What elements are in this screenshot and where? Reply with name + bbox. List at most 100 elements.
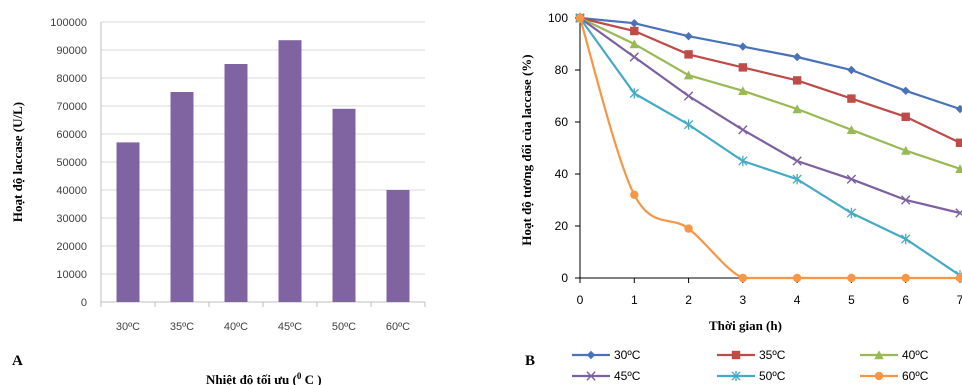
series-line [579, 16, 961, 144]
data-point [684, 224, 693, 233]
data-point [901, 273, 910, 283]
x-tick-label: 60ºC [386, 321, 410, 333]
y-gridlines [100, 21, 425, 303]
legend-label: 30ºC [614, 348, 641, 362]
data-point [792, 174, 802, 185]
data-point [792, 104, 802, 114]
x-tick-labels: 0 1 2 3 4 5 6 7 [577, 278, 962, 307]
x-tick-label: 5 [848, 293, 855, 307]
data-point [792, 156, 802, 166]
data-point [901, 145, 911, 155]
legend-item: 45ºC [572, 369, 641, 383]
series-line [578, 17, 960, 280]
legend-swatch-marker [731, 350, 741, 360]
series-line [579, 17, 961, 170]
bar [278, 40, 302, 302]
data-point [738, 125, 748, 135]
data-point [846, 207, 857, 219]
data-point [792, 76, 802, 85]
data-point [738, 86, 748, 95]
series-60ºC [575, 13, 962, 283]
legend-item: 30ºC [572, 348, 641, 362]
data-point [901, 195, 911, 205]
x-tick-label: 1 [631, 293, 638, 307]
data-point [738, 63, 748, 72]
x-axis-title: Thời gian (h) [709, 318, 782, 333]
legend-swatch-marker [874, 371, 884, 381]
x-tick-label: 2 [685, 293, 692, 307]
data-point [629, 52, 639, 62]
y-tick-label: 20000 [56, 241, 87, 253]
legend-swatch-marker [731, 370, 741, 382]
data-point [955, 208, 962, 218]
y-tick-label: 80 [555, 63, 569, 77]
data-point [847, 94, 856, 103]
x-tick-label: 45ºC [278, 321, 302, 333]
data-point [847, 273, 856, 283]
y-tick-label: 30000 [56, 213, 87, 225]
panel-label-b: B [525, 353, 535, 369]
series-line [579, 16, 961, 111]
y-tick-label: 50000 [56, 157, 87, 169]
legend-label: 35ºC [759, 348, 786, 362]
y-axis-title: Hoạt độ tương đối của laccase (%) [519, 54, 534, 245]
data-point [683, 91, 694, 101]
y-tick-label: 100000 [50, 17, 87, 29]
legend-swatch-marker [586, 350, 596, 360]
data-point [955, 273, 962, 283]
y-tick-label: 40 [555, 167, 569, 181]
x-tick-label: 6 [902, 293, 909, 307]
x-tick-label: 40ºC [224, 321, 248, 333]
data-point [792, 273, 802, 283]
data-point [738, 273, 748, 283]
y-tick-label: 80000 [56, 73, 87, 85]
x-tick-label: 3 [740, 293, 747, 307]
data-point [792, 52, 802, 62]
data-point [846, 125, 857, 134]
bar-chart: 0 10000 20000 30000 40000 50000 60000 70000 8000… [10, 17, 426, 385]
y-tick-label: 90000 [56, 45, 87, 57]
bar [224, 64, 248, 302]
y-tick-labels: 0 20 40 60 80 100 [548, 11, 580, 285]
series-50ºC [575, 12, 962, 281]
data-point [955, 138, 962, 147]
legend-swatch-marker [586, 371, 596, 381]
data-point [683, 119, 694, 130]
series-line [579, 17, 961, 277]
y-tick-labels: 0 10000 20000 30000 40000 50000 60000 70000 8000… [50, 17, 87, 309]
bar [116, 142, 140, 302]
data-point [846, 174, 857, 184]
data-point [738, 42, 748, 51]
x-axis-title: Nhiệt độ tối ưu (0 C ) [206, 371, 322, 385]
legend-swatch-marker [874, 350, 884, 360]
bars [100, 40, 426, 307]
data-point [629, 39, 639, 49]
y-tick-label: 70000 [56, 101, 87, 113]
line-chart: 0 20 40 60 80 100 0 1 2 3 4 5 6 7 Hoạt độ tương đối … [519, 11, 962, 383]
y-axis-title: Hoạt độ laccase (U/L) [10, 102, 25, 222]
legend-label: 60ºC [902, 369, 929, 383]
x-tick-labels: 30ºC 35ºC 40ºC 45ºC 50ºC 60ºC [116, 321, 410, 333]
x-tick-label: 50ºC [332, 321, 356, 333]
legend-label: 40ºC [902, 348, 929, 362]
series-lines [575, 12, 962, 283]
panel-label-a: A [12, 353, 23, 369]
data-point [901, 112, 910, 121]
y-tick-label: 40000 [56, 185, 87, 197]
data-point [955, 164, 962, 173]
series-35ºC [575, 13, 962, 147]
data-point [901, 233, 911, 245]
data-point [738, 155, 748, 167]
y-tick-label: 100 [548, 11, 568, 25]
legend-label: 45ºC [614, 369, 641, 383]
x-tick-label: 4 [794, 293, 801, 307]
data-point [684, 50, 693, 59]
legend-label: 50ºC [759, 369, 786, 383]
data-point [629, 88, 639, 99]
legend-item: 60ºC [860, 369, 929, 383]
data-point [683, 70, 694, 80]
data-point [630, 26, 639, 36]
data-point [955, 104, 962, 114]
x-tick-label: 30ºC [116, 321, 140, 333]
